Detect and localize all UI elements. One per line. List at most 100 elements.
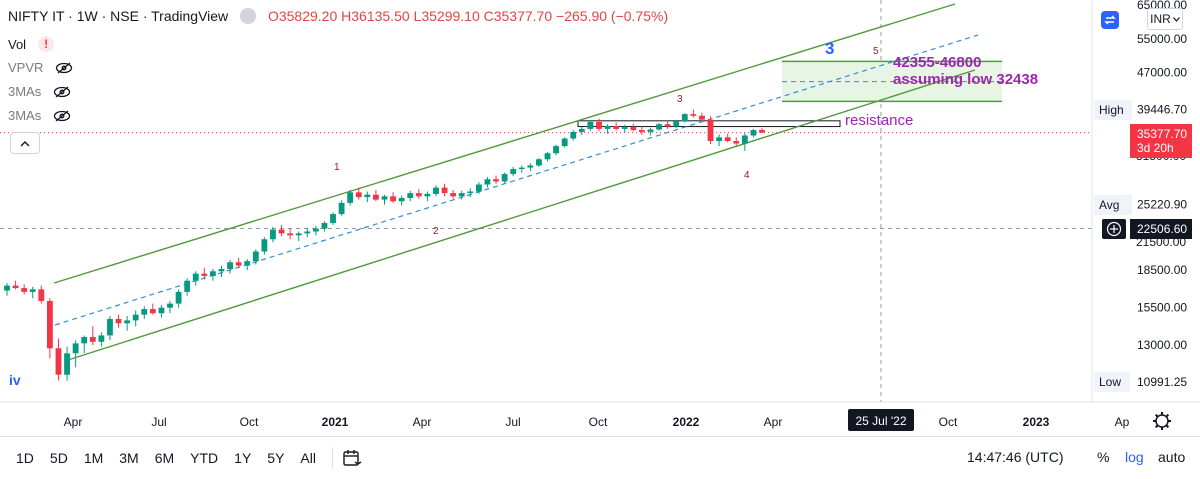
candle-body <box>450 193 457 197</box>
candle <box>98 332 105 347</box>
candle <box>175 289 182 308</box>
currency-selector[interactable]: INR <box>1147 8 1183 30</box>
candle-body <box>553 146 560 154</box>
toolbar-divider <box>331 447 333 469</box>
candle <box>252 249 259 265</box>
candle <box>467 188 474 198</box>
percent-scale-toggle[interactable]: % <box>1097 449 1110 465</box>
range-all-button[interactable]: All <box>300 450 316 466</box>
crosshair-time-box <box>848 409 914 431</box>
candle-body <box>98 335 105 342</box>
plus-circle <box>1106 221 1122 237</box>
candle-body <box>501 174 508 182</box>
candle-body <box>536 159 542 166</box>
candle-body <box>373 194 379 200</box>
range-5y-button[interactable]: 5Y <box>267 450 285 466</box>
range-3m-button[interactable]: 3M <box>119 450 139 466</box>
collapse-legend-button[interactable] <box>10 132 40 154</box>
candle <box>596 118 602 132</box>
candle-body <box>64 353 70 375</box>
candle-body <box>733 141 740 144</box>
candle <box>578 127 585 135</box>
candle-body <box>716 137 723 142</box>
candle-body <box>578 128 585 132</box>
compare-icon[interactable] <box>1100 10 1120 30</box>
candle-body <box>89 336 96 342</box>
log-scale-toggle[interactable]: log <box>1125 449 1144 465</box>
x-tick-label: Oct <box>240 415 259 429</box>
candle-body <box>759 129 765 133</box>
candle-body <box>724 137 731 142</box>
last-price-badge <box>1130 124 1192 158</box>
range-6m-button[interactable]: 6M <box>154 450 175 466</box>
candle-body <box>630 127 637 131</box>
indicator-3mas-2[interactable]: 3MAs <box>8 108 71 123</box>
candle-body <box>29 289 36 292</box>
range-1d-button[interactable]: 1D <box>16 450 34 466</box>
indicator-label: 3MAs <box>8 84 42 99</box>
gear-tooth <box>1165 424 1170 429</box>
candle <box>338 200 345 216</box>
indicator-label: 3MAs <box>8 108 42 123</box>
indicator-3mas-1[interactable]: 3MAs <box>8 84 71 99</box>
eye-hidden-icon[interactable] <box>55 62 73 74</box>
candle <box>235 257 242 268</box>
candle-body <box>132 314 139 321</box>
candle <box>312 225 319 236</box>
candle-body <box>750 130 757 136</box>
candle <box>184 278 191 296</box>
range-1y-button[interactable]: 1Y <box>234 450 252 466</box>
close-value: C35377.70 <box>483 8 553 24</box>
candle <box>587 120 594 131</box>
candle <box>458 190 465 200</box>
candle <box>261 237 268 255</box>
candle <box>441 183 448 197</box>
x-tick-label: Apr <box>64 415 83 429</box>
range-1m-button[interactable]: 1M <box>83 450 104 466</box>
candle <box>733 137 740 147</box>
candle-body <box>261 239 268 252</box>
wave-iv-label: iv <box>9 372 21 388</box>
chevron-down-icon <box>1172 16 1180 22</box>
calendar-icon[interactable] <box>341 447 363 469</box>
range-5d-button[interactable]: 5D <box>49 450 68 466</box>
auto-scale-toggle[interactable]: auto <box>1158 449 1186 465</box>
warning-icon[interactable]: ! <box>38 36 55 52</box>
candle-body <box>321 223 328 229</box>
candle <box>124 316 131 331</box>
candle-body <box>338 202 345 215</box>
symbol-info[interactable]: NIFTY IT · 1W · NSE · TradingView <box>8 8 229 24</box>
x-tick-label: Apr <box>764 415 783 429</box>
candle <box>750 128 757 138</box>
candle <box>192 271 199 286</box>
candle-body <box>107 318 113 336</box>
chart-legend: NIFTY IT · 1W · NSE · TradingView O35829… <box>8 8 668 25</box>
candle-body <box>415 193 422 197</box>
indicator-vpvr[interactable]: VPVR <box>8 60 73 75</box>
eye-hidden-icon[interactable] <box>53 110 71 122</box>
candle <box>72 340 79 368</box>
indicator-vol[interactable]: Vol ! <box>8 36 55 52</box>
avg-badge <box>1094 195 1132 215</box>
eye-hidden-icon[interactable] <box>53 86 71 98</box>
candle <box>244 258 251 271</box>
candle-body <box>304 231 311 234</box>
high-badge <box>1094 100 1132 120</box>
candle-body <box>347 192 354 203</box>
range-ytd-button[interactable]: YTD <box>190 450 219 466</box>
candle-body <box>235 262 242 266</box>
candle-body <box>4 285 10 291</box>
candle <box>647 127 654 136</box>
indicator-label: VPVR <box>8 60 44 75</box>
candle <box>741 133 748 152</box>
candle <box>690 109 697 118</box>
candle <box>621 124 628 133</box>
candle-body <box>699 115 705 120</box>
candle-body <box>244 261 251 266</box>
candle <box>638 126 645 135</box>
utc-clock[interactable]: 14:47:46 (UTC) <box>967 449 1064 465</box>
candle-body <box>115 318 122 324</box>
candle-body <box>218 269 225 272</box>
y-tick-label: 55000.00 <box>1137 32 1187 46</box>
